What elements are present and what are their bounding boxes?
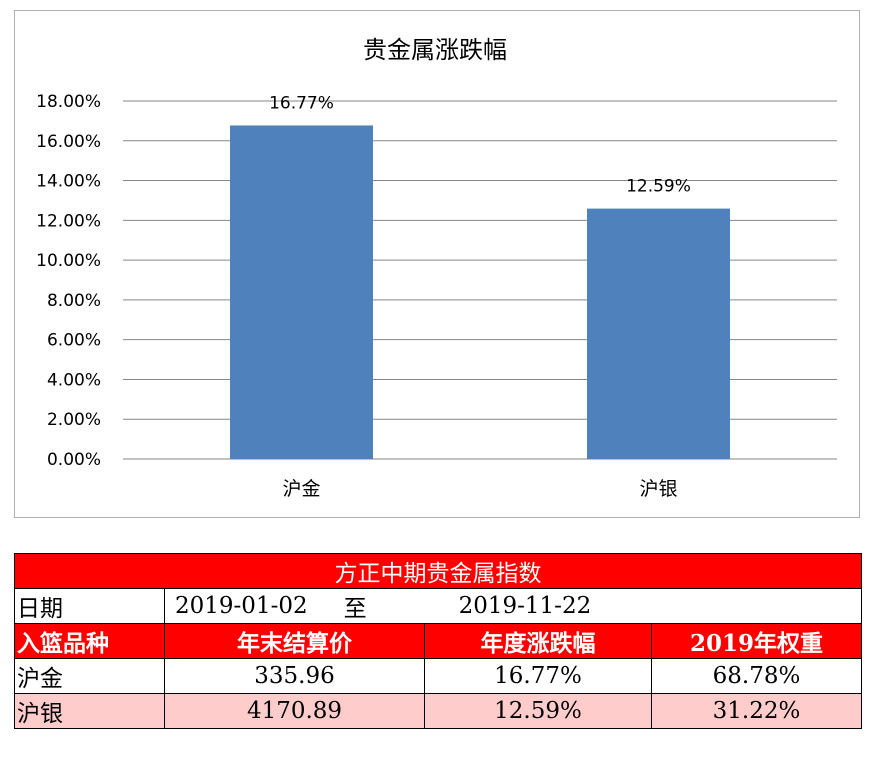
bars	[230, 125, 730, 460]
header-change: 年度涨跌幅	[424, 623, 652, 659]
y-tick-label: 10.00%	[36, 251, 101, 271]
chart-title: 贵金属涨跌幅	[363, 36, 507, 64]
row-price: 335.96	[164, 658, 425, 694]
data-label: 16.77%	[269, 93, 334, 113]
date-row: 日期 2019-01-02 至 2019-11-22	[14, 588, 862, 624]
index-table: 方正中期贵金属指数 日期 2019-01-02 至 2019-11-22 入篮品…	[14, 553, 862, 729]
date-range: 2019-01-02 至 2019-11-22	[164, 588, 862, 624]
x-tick-label: 沪银	[639, 478, 677, 500]
table-row: 沪银 4170.89 12.59% 31.22%	[14, 693, 862, 729]
header-variety: 入篮品种	[14, 623, 165, 659]
y-tick-label: 6.00%	[47, 331, 101, 351]
y-tick-label: 14.00%	[36, 172, 101, 192]
y-tick-label: 12.00%	[36, 211, 101, 231]
x-tick-label: 沪金	[282, 478, 320, 500]
y-tick-label: 2.00%	[47, 410, 101, 430]
data-labels: 16.77% 12.59%	[269, 93, 691, 196]
row-weight: 68.78%	[651, 658, 862, 694]
bar-chart: 贵金属涨跌幅 0.00% 2.00% 4.00% 6.00% 8.00% 10.00% 12…	[36, 36, 837, 500]
bar	[230, 125, 373, 460]
date-start: 2019-01-02	[175, 593, 308, 619]
data-label: 12.59%	[626, 177, 691, 197]
table-title: 方正中期贵金属指数	[14, 553, 862, 589]
date-end: 2019-11-22	[458, 593, 592, 619]
y-tick-labels: 0.00% 2.00% 4.00% 6.00% 8.00% 10.00% 12.00% 14.…	[36, 92, 101, 470]
y-tick-label: 4.00%	[47, 370, 101, 390]
y-tick-label: 16.00%	[36, 132, 101, 152]
bar	[587, 208, 730, 459]
y-tick-label: 0.00%	[47, 450, 101, 470]
date-label: 日期	[14, 588, 165, 624]
y-tick-label: 18.00%	[36, 92, 101, 112]
table-title-row: 方正中期贵金属指数	[14, 553, 862, 589]
chart-frame: 贵金属涨跌幅 0.00% 2.00% 4.00% 6.00% 8.00% 10.00% 12…	[14, 10, 860, 518]
header-price: 年末结算价	[164, 623, 425, 659]
date-separator: 至	[343, 596, 367, 622]
row-change: 16.77%	[424, 658, 652, 694]
row-weight: 31.22%	[651, 693, 862, 729]
header-row: 入篮品种 年末结算价 年度涨跌幅 2019年权重	[14, 623, 862, 659]
x-tick-labels: 沪金 沪银	[282, 478, 677, 500]
header-weight: 2019年权重	[651, 623, 862, 659]
row-price: 4170.89	[164, 693, 425, 729]
row-name: 沪银	[14, 693, 165, 729]
y-tick-label: 8.00%	[47, 291, 101, 311]
table-row: 沪金 335.96 16.77% 68.78%	[14, 658, 862, 694]
row-change: 12.59%	[424, 693, 652, 729]
row-name: 沪金	[14, 658, 165, 694]
